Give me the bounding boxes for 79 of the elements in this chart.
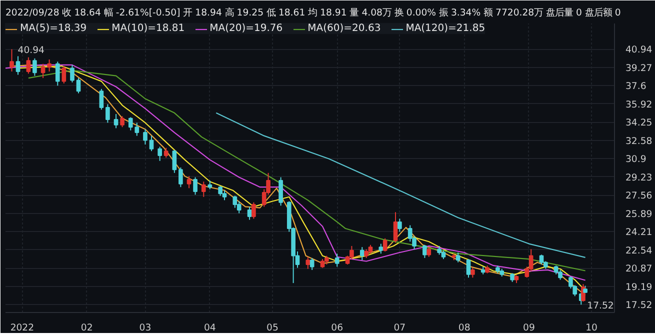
candlestick xyxy=(539,254,544,266)
candlestick xyxy=(378,243,384,254)
candlestick xyxy=(178,166,183,188)
legend-label: MA(20)=19.76 xyxy=(210,23,283,34)
legend-label: MA(5)=18.39 xyxy=(20,23,87,34)
x-tick-label: 03 xyxy=(139,322,152,334)
candlestick xyxy=(26,56,31,74)
candlestick xyxy=(128,116,133,131)
y-tick-label: 27.56 xyxy=(626,190,652,202)
y-tick-label: 32.58 xyxy=(626,136,652,147)
y-tick-label: 35.92 xyxy=(626,99,652,110)
y-tick-label: 40.94 xyxy=(626,44,652,56)
y-tick-label: 22.54 xyxy=(626,245,652,256)
candlestick xyxy=(99,88,104,110)
legend-label: MA(60)=20.63 xyxy=(308,23,381,34)
candlestick xyxy=(143,128,148,146)
line-series xyxy=(216,112,586,258)
y-tick-label: 29.23 xyxy=(626,172,652,184)
candlestick xyxy=(47,58,52,72)
x-tick-label: 06 xyxy=(331,322,344,334)
candlestick xyxy=(62,66,66,84)
candlestick xyxy=(76,78,81,94)
candlestick xyxy=(218,185,222,196)
candlestick xyxy=(114,114,118,129)
candlestick xyxy=(426,246,432,258)
candlestick xyxy=(16,56,20,76)
x-tick-label: 02 xyxy=(80,322,93,334)
annotation: 40.94 xyxy=(18,45,45,56)
x-tick-label: 07 xyxy=(394,322,406,334)
candlestick xyxy=(10,48,14,72)
candlestick xyxy=(70,64,74,83)
y-tick-label: 30.9 xyxy=(626,154,646,166)
candlestick xyxy=(558,269,562,280)
candlestick xyxy=(252,202,256,220)
candlestick xyxy=(334,253,340,268)
candlestick xyxy=(32,58,37,76)
y-tick-label: 17.52 xyxy=(626,300,652,312)
legend-label: MA(120)=21.85 xyxy=(406,23,486,34)
annotation: 17.52 xyxy=(587,300,614,312)
candlestick xyxy=(193,176,198,196)
candlestick xyxy=(134,122,140,136)
candlestick xyxy=(172,150,177,174)
x-tick-label: 08 xyxy=(458,322,470,334)
x-tick-label: 09 xyxy=(523,322,535,334)
y-tick-label: 37.6 xyxy=(626,81,646,92)
legend-label: MA(10)=18.81 xyxy=(112,23,185,34)
candlestick xyxy=(382,238,388,252)
candlestick xyxy=(466,258,471,278)
y-tick-label: 39.27 xyxy=(626,62,652,74)
candlestick xyxy=(201,181,206,198)
y-tick-label: 25.89 xyxy=(626,208,652,220)
candlestick xyxy=(456,252,460,263)
candlestick xyxy=(398,218,402,232)
candlestick xyxy=(360,246,364,261)
candlestick xyxy=(422,244,427,258)
candlestick xyxy=(186,176,192,189)
y-tick-label: 19.19 xyxy=(626,282,652,293)
candlestick xyxy=(164,147,168,158)
x-tick-label: 10 xyxy=(586,322,598,334)
candlestick xyxy=(40,63,46,79)
candlestick xyxy=(120,116,124,128)
candlestick xyxy=(310,257,314,270)
x-tick-label: 04 xyxy=(204,322,216,334)
candlestick xyxy=(393,212,398,244)
candlestick xyxy=(306,256,310,270)
candlestick xyxy=(106,104,110,124)
x-tick-label: 05 xyxy=(266,322,278,334)
candlestick xyxy=(247,206,252,220)
y-tick-label: 20.87 xyxy=(626,264,652,275)
candlestick xyxy=(278,176,283,206)
y-tick-label: 24.21 xyxy=(626,227,652,238)
candlestick xyxy=(158,146,162,162)
candlestick xyxy=(55,61,60,86)
candlestick xyxy=(470,267,475,278)
candlestick xyxy=(222,190,227,201)
y-tick-label: 34.25 xyxy=(626,118,652,129)
candlestick xyxy=(149,135,154,152)
x-tick-label: 2022 xyxy=(10,322,34,334)
chart-title: 2022/09/28 收 18.64 幅 -2.61%[-0.50] 开 18.94 高 19.25 低 18.61 均 18.91 量 4.08万 换 0.00% 振 3.34% 额 7720.28万 盘后量 0 盘后额 0 xyxy=(6,8,621,18)
